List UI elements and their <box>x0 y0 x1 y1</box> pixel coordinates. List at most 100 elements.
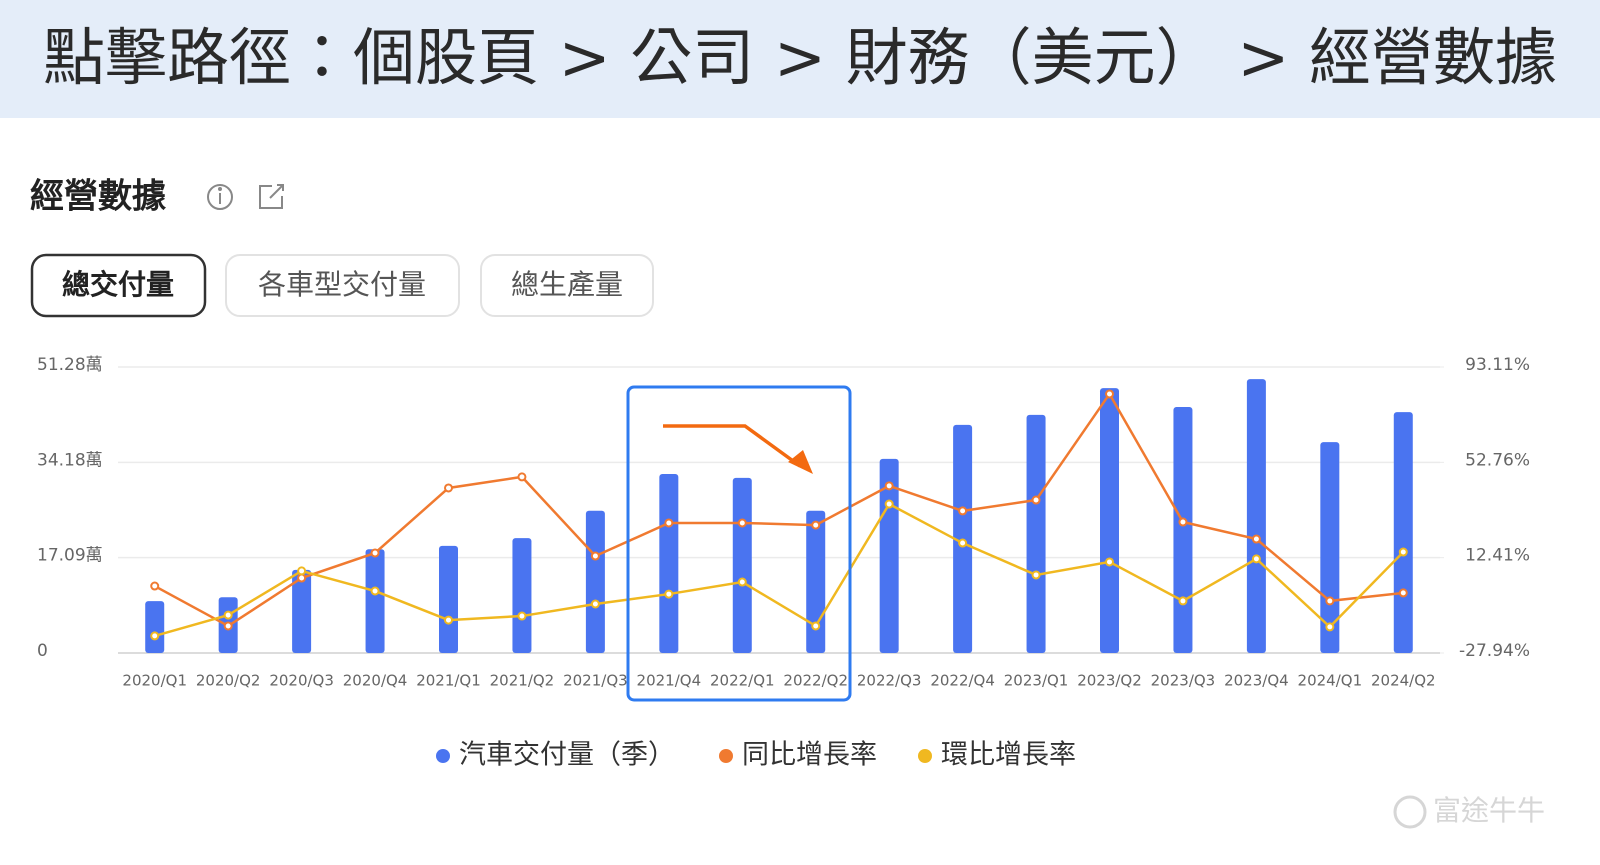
bar <box>585 510 605 653</box>
point <box>1325 596 1335 606</box>
point <box>223 610 233 620</box>
point <box>590 551 600 561</box>
point <box>958 538 968 548</box>
x-tick-label: 2022/Q2 <box>783 672 848 690</box>
point <box>664 518 674 528</box>
x-tick-label: 2022/Q3 <box>857 672 922 690</box>
x-tick-label: 2020/Q3 <box>269 672 334 690</box>
y-tick-label: 17.09萬 <box>37 546 103 566</box>
y-tick-label: 0 <box>37 641 48 661</box>
point <box>1398 588 1408 598</box>
point <box>1178 517 1188 527</box>
x-tick-label: 2023/Q1 <box>1004 672 1069 690</box>
bar <box>365 549 385 653</box>
x-tick-label: 2022/Q1 <box>710 672 775 690</box>
point <box>150 581 160 591</box>
section-title: 經營數據 <box>30 177 166 217</box>
bar <box>1026 414 1046 653</box>
y2-tick-label: 12.41% <box>1465 546 1530 566</box>
point <box>1031 495 1041 505</box>
x-tick-label: 2024/Q2 <box>1371 672 1436 690</box>
point <box>370 586 380 596</box>
bar <box>512 538 532 653</box>
point <box>444 615 453 625</box>
bar <box>1100 388 1119 653</box>
x-tick-label: 2020/Q2 <box>196 672 261 690</box>
point <box>811 520 821 530</box>
point <box>1031 570 1041 580</box>
bar <box>439 545 458 653</box>
x-tick-label: 2024/Q1 <box>1298 672 1363 690</box>
x-tick-label: 2020/Q4 <box>343 672 408 690</box>
point <box>1178 596 1188 606</box>
point <box>517 611 527 621</box>
bar <box>1173 407 1193 653</box>
annotation-arrow <box>663 424 802 468</box>
legend: 汽車交付量（季） 同比增長率 環比增長率 <box>436 740 1076 771</box>
info-icon[interactable] <box>207 184 233 210</box>
x-tick-label: 2023/Q4 <box>1224 672 1289 690</box>
legend-swatch <box>436 749 450 763</box>
tab[interactable]: 總交付量 <box>30 253 207 318</box>
point <box>884 499 894 509</box>
arrow-head <box>788 450 813 474</box>
watermark: 富途牛牛 <box>1433 794 1545 827</box>
legend-item[interactable]: 汽車交付量（季） <box>436 740 675 771</box>
point <box>150 631 160 641</box>
point <box>737 518 747 528</box>
watermark-logo <box>1393 795 1427 829</box>
x-tick-label: 2021/Q1 <box>416 672 481 690</box>
legend-label: 環比增長率 <box>941 740 1076 771</box>
point <box>664 589 674 599</box>
point <box>884 481 894 491</box>
y2-tick-label: -27.94% <box>1459 641 1530 661</box>
legend-swatch <box>719 749 733 763</box>
legend-label: 同比增長率 <box>742 740 877 771</box>
point <box>590 599 600 609</box>
highlight-box <box>626 385 852 702</box>
line <box>154 391 1404 628</box>
y2-tick-label: 93.11% <box>1465 355 1530 375</box>
legend-label: 汽車交付量（季） <box>459 740 675 771</box>
x-tick-label: 2023/Q3 <box>1151 672 1216 690</box>
point <box>1251 554 1261 564</box>
point <box>517 472 527 482</box>
point <box>370 548 380 558</box>
point <box>958 506 968 516</box>
y-tick-label: 51.28萬 <box>37 355 103 375</box>
line <box>154 502 1405 638</box>
header-band <box>0 0 1600 118</box>
legend-item[interactable]: 環比增長率 <box>918 740 1076 771</box>
point <box>1251 534 1261 544</box>
point <box>1398 547 1408 557</box>
bar <box>1393 412 1413 653</box>
x-tick-label: 2021/Q2 <box>490 672 555 690</box>
point <box>737 577 747 587</box>
x-tick-label: 2022/Q4 <box>930 672 995 690</box>
bar <box>292 569 312 653</box>
tab-label: 各車型交付量 <box>258 268 426 301</box>
tab[interactable]: 各車型交付量 <box>225 254 460 317</box>
point <box>297 566 307 576</box>
y2-tick-label: 52.76% <box>1465 450 1530 470</box>
point <box>1325 622 1335 632</box>
point <box>811 621 821 631</box>
chart: 0 17.09萬 34.18萬 51.28萬 -27.94% 12.41% 52.76% 93… <box>37 355 1530 690</box>
header-title: 點擊路徑：個股頁 > 公司 > 財務（美元） > 經營數據 <box>43 21 1557 94</box>
x-tick-label: 2021/Q4 <box>637 672 702 690</box>
x-tick-label: 2021/Q3 <box>563 672 628 690</box>
legend-item[interactable]: 同比增長率 <box>719 740 877 771</box>
y-tick-label: 34.18萬 <box>37 450 103 470</box>
point <box>223 621 233 631</box>
share-icon[interactable] <box>259 184 284 209</box>
point <box>1105 557 1114 567</box>
x-tick-label: 2023/Q2 <box>1077 672 1142 690</box>
bar <box>732 477 752 653</box>
point <box>1105 389 1114 399</box>
bar <box>1246 379 1266 653</box>
tab[interactable]: 總生產量 <box>480 254 654 317</box>
tab-label: 總交付量 <box>62 268 174 301</box>
legend-swatch <box>918 749 932 763</box>
bar <box>145 601 165 653</box>
tab-label: 總生產量 <box>511 268 623 301</box>
